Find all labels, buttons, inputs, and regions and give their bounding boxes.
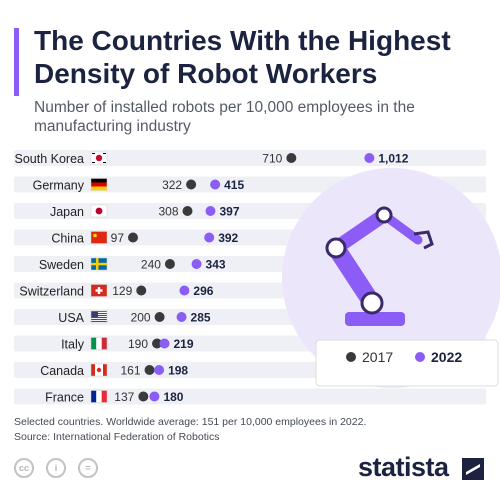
point-2022-usa [176,312,187,322]
point-2022-south-korea [364,153,375,163]
value-2017-italy: 190 [128,337,148,351]
point-2022-italy [159,338,170,349]
value-2017-france: 137 [114,390,134,404]
value-2022-france: 180 [163,390,183,404]
legend-dot-2017 [346,352,356,362]
point-2017-italy [152,338,163,349]
value-2022-japan: 397 [219,205,239,219]
france-flag-icon [90,390,108,403]
point-2017-canada [144,365,155,375]
japan-flag-icon [90,204,108,218]
italy-flag-icon [90,337,108,350]
robot-joint-elbow [325,237,347,259]
value-2017-switzerland: 129 [112,284,132,298]
point-2017-usa [154,312,165,322]
sweden-flag-icon [90,257,108,271]
robot-joint-base [360,291,384,315]
robot-gripper [413,230,434,250]
chart-subtitle: Number of installed robots per 10,000 em… [34,99,415,135]
value-2022-china: 392 [218,231,238,245]
country-label-south-korea: South Korea [15,152,85,166]
country-label-japan: Japan [50,205,84,219]
south-korea-flag-icon [90,151,108,165]
china-flag-icon [90,231,108,244]
point-2017-france [138,391,149,402]
value-2017-usa: 200 [131,311,151,325]
country-label-china: China [51,232,84,246]
row-usa: USA 200 285 [58,311,211,326]
legend-box [315,339,499,387]
illustration-circle [282,168,500,388]
value-2022-switzerland: 296 [193,284,213,298]
country-label-switzerland: Switzerland [19,285,84,299]
title-accent-bar [14,28,19,96]
no-derivatives-icon[interactable]: = [78,458,98,478]
usa-flag-icon [90,310,108,324]
row-japan: Japan 308 397 [50,205,240,220]
row-sweden: Sweden 240 343 [39,258,226,273]
row-stripe-france [14,388,486,405]
row-germany: Germany 322 415 [33,178,245,193]
value-2022-usa: 285 [191,311,211,325]
country-label-france: France [45,391,84,405]
row-switzerland: Switzerland 129 296 [19,284,213,299]
value-2022-italy: 219 [174,337,194,351]
point-2017-japan [182,206,193,216]
value-2022-germany: 415 [224,178,244,192]
row-france: France 137 180 [45,390,184,405]
legend: 2017 2022 [315,339,499,387]
footnote-source: Source: International Federation of Robo… [14,431,220,443]
country-label-canada: Canada [40,364,84,378]
point-2022-france [149,391,160,402]
point-2022-china [204,232,215,243]
statista-logo[interactable]: statista [358,452,449,482]
point-2022-germany [210,179,221,190]
country-label-sweden: Sweden [39,258,84,272]
row-stripe-south-korea [14,150,486,166]
value-2017-sweden: 240 [141,258,161,272]
point-2017-sweden [164,259,175,269]
canada-flag-icon [90,363,108,377]
attribution-icon[interactable]: i [46,458,66,478]
creative-commons-icon[interactable]: cc [14,458,34,478]
footnote: Selected countries. Worldwide average: 1… [14,415,484,445]
row-china: China 97 392 [51,231,238,246]
value-2022-canada: 198 [168,364,188,378]
value-2022-south-korea: 1,012 [378,152,408,166]
germany-flag-icon [90,178,108,191]
point-2017-switzerland [136,285,147,296]
dumbbell-chart: 2017 2022 South Korea 710 1,012 Germany 322 4… [14,150,500,405]
value-2022-sweden: 343 [206,258,226,272]
value-2017-canada: 161 [120,364,140,378]
point-2017-china [128,232,138,243]
row-italy: Italy 190 219 [61,337,194,352]
switzerland-flag-icon [90,284,108,297]
legend-label-2017: 2017 [362,349,393,365]
robot-arm-illustration [282,168,500,388]
point-2022-canada [154,365,165,375]
point-2022-switzerland [179,285,190,296]
robot-base [345,312,405,326]
point-2022-japan [205,206,216,216]
country-label-usa: USA [58,311,84,325]
legend-dot-2022 [415,352,425,362]
country-label-germany: Germany [33,179,85,193]
row-south-korea: South Korea 710 1,012 [15,152,409,167]
value-2017-japan: 308 [158,205,178,219]
statista-logo-mark-icon [462,458,484,480]
footnote-note: Selected countries. Worldwide average: 1… [14,416,367,428]
legend-label-2022: 2022 [431,349,462,365]
robot-joint-wrist [375,206,393,224]
row-canada: Canada 161 198 [40,364,188,379]
value-2017-china: 97 [111,231,125,245]
value-2017-germany: 322 [162,178,182,192]
chart-title: The Countries With the Highest Density o… [34,25,451,89]
country-label-italy: Italy [61,338,85,352]
point-2022-sweden [191,259,202,269]
point-2017-south-korea [286,153,297,163]
value-2017-south-korea: 710 [262,152,282,166]
point-2017-germany [186,179,197,190]
